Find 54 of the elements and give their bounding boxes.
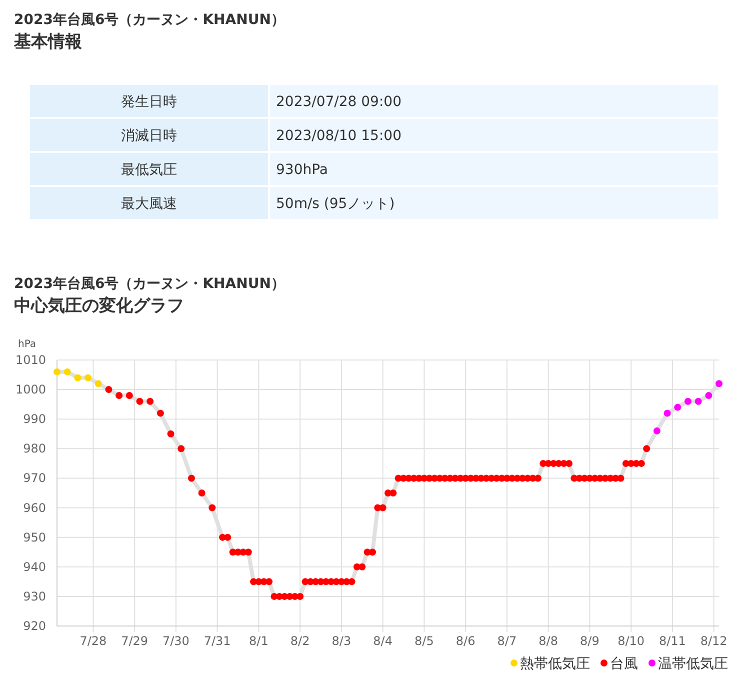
y-tick-label: 970: [23, 471, 46, 486]
y-tick-label: 950: [23, 530, 46, 544]
point: [74, 374, 82, 382]
x-tick-label: 8/7: [497, 634, 517, 648]
text: 50m/s (95ノット): [276, 196, 395, 212]
category-label: 発生日時: [121, 94, 177, 110]
legend-label: 温帯低気圧: [658, 656, 728, 672]
x-tick-label: 8/10: [618, 634, 645, 648]
x-tick-label: 8/8: [538, 634, 558, 648]
x-tick-label: 8/12: [700, 634, 728, 648]
point: [716, 380, 722, 388]
point: [54, 368, 60, 376]
point: [705, 392, 712, 399]
text: 2023/07/28 09:00: [276, 94, 402, 110]
y-tick-label: 990: [23, 412, 46, 426]
point: [653, 427, 660, 434]
point: [694, 398, 702, 405]
x-tick-label: 8/5: [414, 634, 434, 648]
text: 基本情報: [13, 32, 83, 52]
x-tick-label: 8/1: [249, 634, 268, 648]
text: 2023年台風6号（カーヌン・KHANUN）: [14, 12, 285, 28]
y-tick-label: 920: [23, 619, 46, 633]
x-tick-label: 8/9: [580, 634, 600, 648]
point: [94, 380, 102, 388]
point: [64, 368, 71, 376]
category-label: 消滅日時: [121, 128, 177, 144]
text: 930hPa: [276, 162, 328, 178]
y-tick-label: 1010: [15, 353, 46, 367]
y-tick-label: 960: [23, 500, 46, 515]
x-tick-label: 8/3: [332, 634, 352, 648]
y-tick-label: 930: [23, 589, 46, 604]
legend-label: 熱帯低気圧: [520, 656, 590, 672]
y-tick-label: 1000: [15, 382, 46, 397]
point: [674, 404, 682, 411]
x-tick-label: 8/2: [290, 634, 310, 648]
legend-label: 台風: [610, 656, 638, 672]
x-tick-label: 7/31: [204, 634, 231, 648]
x-tick-label: 8/4: [373, 634, 392, 648]
chart-title: 2023年台風6号（カーヌン・KHANUN）: [14, 276, 285, 292]
chart-subtitle: 中心気圧の変化グラフ: [14, 296, 184, 316]
x-tick-label: 8/6: [456, 634, 476, 648]
point: [664, 410, 671, 417]
x-tick-label: 8/11: [658, 634, 686, 648]
y-tick-label: 980: [23, 442, 46, 456]
x-tick-label: 7/29: [121, 634, 148, 648]
category-label: 最低気圧: [121, 162, 177, 178]
point: [84, 374, 92, 382]
y-axis-title: hPa: [18, 339, 36, 350]
x-tick-label: 7/30: [162, 634, 190, 648]
x-tick-label: 7/28: [80, 634, 107, 648]
category-label: 最大風速: [121, 196, 177, 212]
point: [684, 398, 692, 405]
text: 2023/08/10 15:00: [276, 128, 402, 144]
y-tick-label: 940: [23, 560, 46, 574]
